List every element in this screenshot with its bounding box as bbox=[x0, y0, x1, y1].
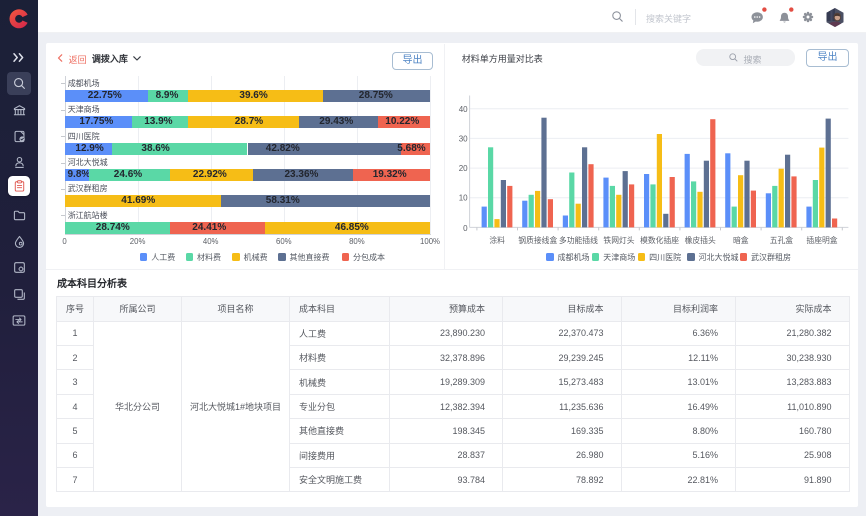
svg-text:五孔盒: 五孔盒 bbox=[770, 235, 794, 245]
svg-text:20: 20 bbox=[459, 164, 468, 173]
svg-text:30: 30 bbox=[459, 134, 468, 143]
svg-text:插座明盒: 插座明盒 bbox=[806, 235, 837, 245]
svg-text:涂料: 涂料 bbox=[489, 235, 505, 245]
svg-text:40: 40 bbox=[459, 105, 468, 114]
svg-text:0: 0 bbox=[463, 224, 468, 233]
svg-text:暗盒: 暗盒 bbox=[733, 235, 749, 245]
svg-text:钢质接线盒: 钢质接线盒 bbox=[518, 235, 557, 245]
svg-text:铁网灯头: 铁网灯头 bbox=[603, 235, 634, 245]
svg-text:橡皮插头: 橡皮插头 bbox=[685, 235, 716, 245]
svg-text:多功能插线: 多功能插线 bbox=[559, 235, 598, 245]
svg-text:模数化插座: 模数化插座 bbox=[640, 235, 679, 245]
svg-text:10: 10 bbox=[459, 194, 468, 203]
